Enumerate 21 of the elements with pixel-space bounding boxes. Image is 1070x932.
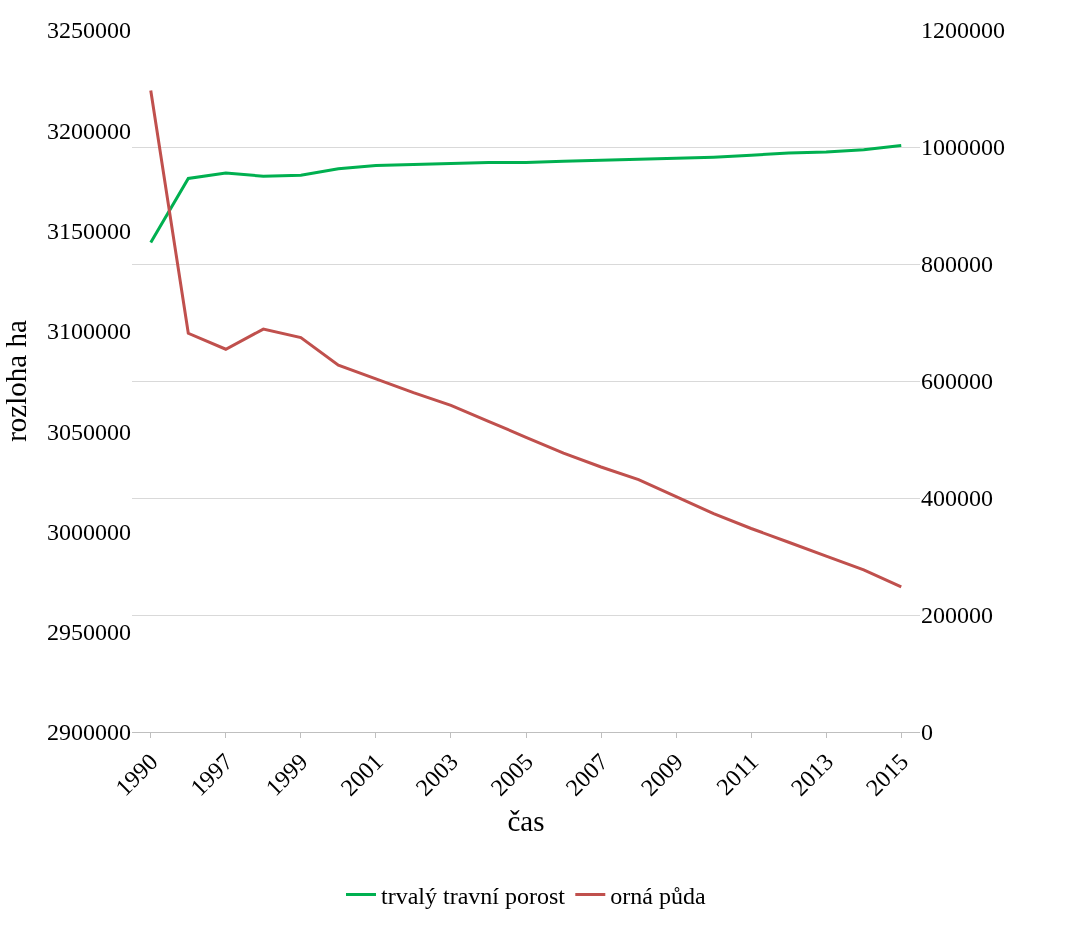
y2-tick-label: 600000 bbox=[921, 368, 993, 395]
y-tick-label: 2950000 bbox=[47, 619, 131, 646]
y-tick-label: 3000000 bbox=[47, 518, 131, 545]
y-tick-label: 3050000 bbox=[47, 418, 131, 445]
line-series bbox=[149, 144, 903, 245]
y2-tick-label: 1000000 bbox=[921, 134, 1005, 161]
y-axis-title: rozloha ha bbox=[0, 320, 32, 442]
legend-label: trvalý travní porost bbox=[381, 882, 566, 909]
y2-tick-label: 800000 bbox=[921, 251, 993, 278]
y-tick-label: 3200000 bbox=[47, 117, 131, 144]
y-tick-label: 3100000 bbox=[47, 318, 131, 345]
y-tick-label: 3150000 bbox=[47, 217, 131, 244]
legend-label: orná půda bbox=[610, 882, 706, 909]
y-tick-label: 2900000 bbox=[47, 719, 131, 746]
y2-tick-label: 400000 bbox=[921, 485, 993, 512]
line-series bbox=[149, 88, 903, 589]
y-tick-label: 3250000 bbox=[47, 17, 131, 44]
x-axis-title: čas bbox=[507, 804, 545, 837]
y2-tick-label: 200000 bbox=[921, 602, 993, 629]
y2-tick-label: 0 bbox=[921, 719, 933, 746]
y2-tick-label: 1200000 bbox=[921, 17, 1005, 44]
